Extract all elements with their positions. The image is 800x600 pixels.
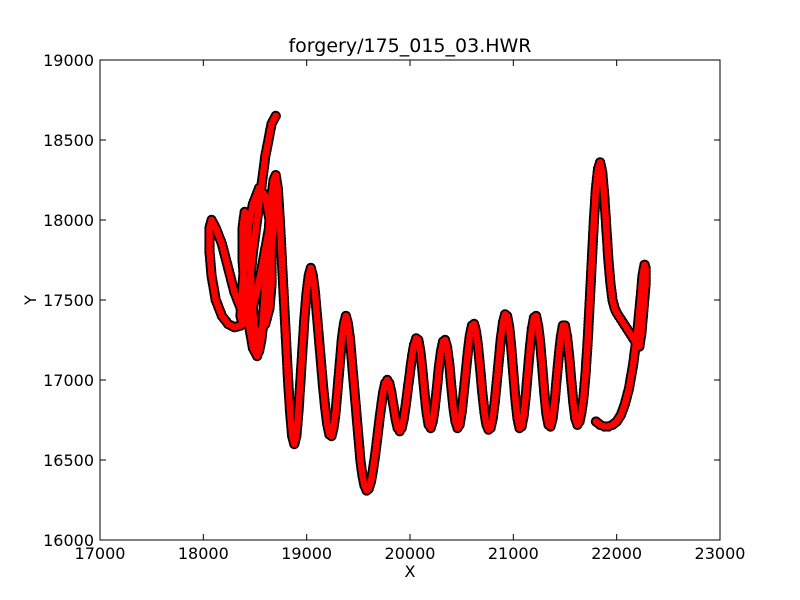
y-axis-ticks: 16000 16500 17000 17500 18000 18500 19000 bbox=[43, 51, 720, 550]
x-axis-ticks: 17000 18000 19000 20000 21000 22000 23000 bbox=[75, 60, 746, 563]
y-tick-label: 19000 bbox=[43, 51, 94, 70]
x-tick-label: 19000 bbox=[281, 544, 332, 563]
y-tick-label: 18500 bbox=[43, 131, 94, 150]
x-tick-label: 21000 bbox=[488, 544, 539, 563]
y-tick-label: 18000 bbox=[43, 211, 94, 230]
y-tick-label: 16000 bbox=[43, 531, 94, 550]
y-tick-label: 16500 bbox=[43, 451, 94, 470]
plot-area-frame bbox=[99, 59, 721, 541]
y-tick-label: 17000 bbox=[43, 371, 94, 390]
x-tick-label: 18000 bbox=[178, 544, 229, 563]
y-axis-label: Y bbox=[21, 295, 40, 306]
x-tick-label: 22000 bbox=[591, 544, 642, 563]
x-tick-label: 23000 bbox=[695, 544, 746, 563]
chart-title: forgery/175_015_03.HWR bbox=[288, 35, 531, 57]
x-tick-label: 17000 bbox=[75, 544, 126, 563]
marker-layer bbox=[206, 112, 649, 494]
y-tick-label: 17500 bbox=[43, 291, 94, 310]
pen-point bbox=[592, 418, 600, 425]
data-layer bbox=[204, 110, 651, 496]
x-axis-label: X bbox=[405, 562, 416, 581]
x-tick-label: 20000 bbox=[385, 544, 436, 563]
